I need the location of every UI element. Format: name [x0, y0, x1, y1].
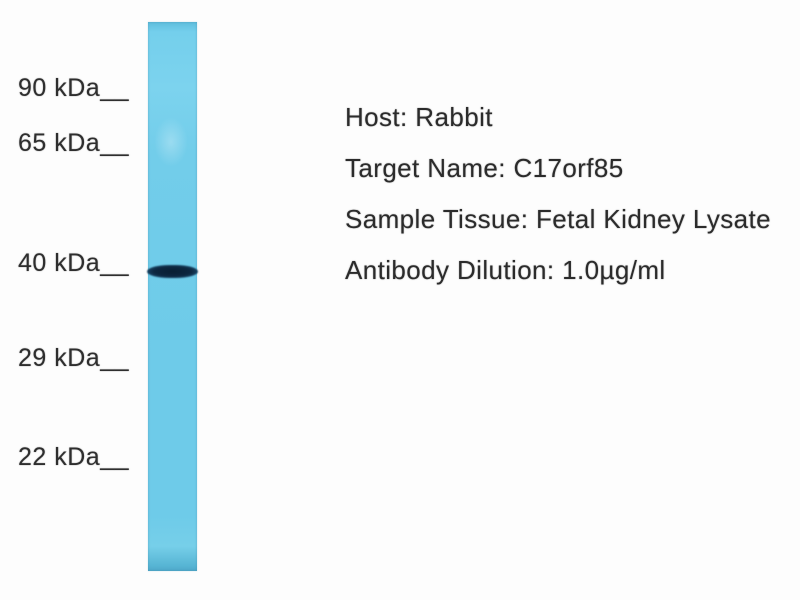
marker-65kda: 65 kDa__: [18, 129, 130, 157]
protein-band-40kda: [147, 265, 198, 278]
sample-tissue-line: Sample Tissue: Fetal Kidney Lysate: [345, 204, 771, 234]
target-name-line: Target Name: C17orf85: [345, 153, 624, 183]
marker-22kda: 22 kDa__: [18, 443, 130, 471]
antibody-dilution-line: Antibody Dilution: 1.0µg/ml: [345, 255, 666, 285]
host-line: Host: Rabbit: [345, 102, 493, 132]
gel-lane: [148, 22, 197, 571]
marker-90kda: 90 kDa__: [18, 74, 130, 102]
marker-40kda: 40 kDa__: [18, 249, 130, 277]
annotation-block: Host: Rabbit Target Name: C17orf85 Sampl…: [345, 92, 795, 296]
marker-29kda: 29 kDa__: [18, 344, 130, 372]
